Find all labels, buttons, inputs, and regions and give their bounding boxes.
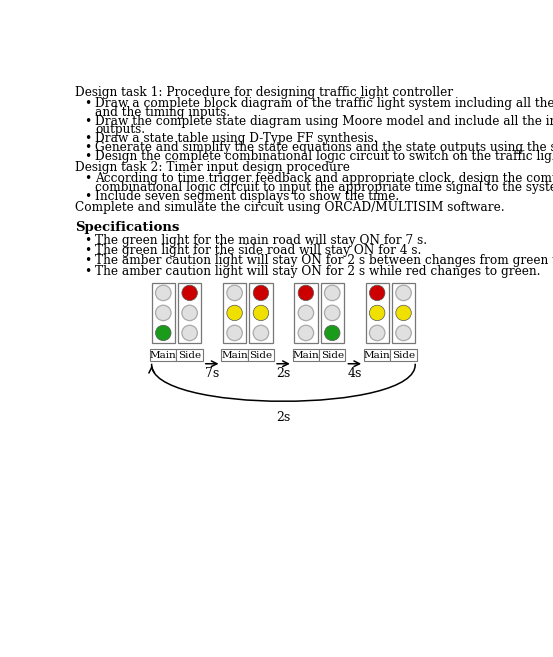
Bar [294,283,317,343]
Circle shape [182,325,197,340]
Circle shape [227,306,242,321]
Circle shape [227,285,242,301]
Circle shape [182,285,197,301]
Circle shape [253,325,269,340]
Bar [248,349,274,361]
Text: The amber caution light will stay ON for 2 s while red changes to green.: The amber caution light will stay ON for… [96,265,541,278]
Bar [319,349,346,361]
Bar [223,283,246,343]
Text: Specifications: Specifications [75,221,180,234]
Bar [390,349,417,361]
Circle shape [298,306,314,321]
Text: •: • [85,114,92,127]
Text: outputs.: outputs. [96,124,145,137]
Text: Design task 1: Procedure for designing traffic light controller: Design task 1: Procedure for designing t… [75,86,453,99]
Text: Generate and simplify the state equations and the state outputs using the state : Generate and simplify the state equation… [96,141,553,154]
Text: Side: Side [178,351,201,360]
Text: 4s: 4s [347,367,362,380]
Circle shape [155,285,171,301]
Circle shape [369,306,385,321]
Text: Include seven segment displays to show the time.: Include seven segment displays to show t… [96,190,400,203]
Bar [364,349,390,361]
Text: Side: Side [249,351,273,360]
Text: •: • [85,141,92,154]
Bar [392,283,415,343]
Text: •: • [85,244,92,257]
Text: •: • [85,234,92,246]
Bar [293,349,319,361]
Text: The amber caution light will stay ON for 2 s between changes from green to red.: The amber caution light will stay ON for… [96,254,553,267]
Circle shape [325,306,340,321]
Circle shape [253,306,269,321]
Text: 2s: 2s [276,367,290,380]
Text: combinational logic circuit to input the appropriate time signal to the system.: combinational logic circuit to input the… [96,181,553,194]
Text: •: • [85,265,92,278]
Circle shape [325,285,340,301]
Circle shape [298,285,314,301]
Text: •: • [85,172,92,185]
Text: Side: Side [392,351,415,360]
Circle shape [396,306,411,321]
Text: 7s: 7s [205,367,219,380]
Bar [176,349,203,361]
Text: The green light for the main road will stay ON for 7 s.: The green light for the main road will s… [96,234,427,246]
Text: According to time trigger feedback and appropriate clock, design the complete: According to time trigger feedback and a… [96,172,553,185]
Text: Main: Main [221,351,248,360]
Text: Design the complete combinational logic circuit to switch on the traffic lights.: Design the complete combinational logic … [96,150,553,163]
Bar [178,283,201,343]
Circle shape [298,325,314,340]
Circle shape [155,325,171,340]
Text: The green light for the side road will stay ON for 4 s.: The green light for the side road will s… [96,244,422,257]
Text: 2s: 2s [276,411,290,424]
Bar [321,283,344,343]
Text: Side: Side [321,351,344,360]
Text: •: • [85,132,92,145]
Text: Draw the complete state diagram using Moore model and include all the inputs and: Draw the complete state diagram using Mo… [96,114,553,127]
Circle shape [325,325,340,340]
Text: Complete and simulate the circuit using ORCAD/MULTISIM software.: Complete and simulate the circuit using … [75,201,505,214]
Circle shape [369,325,385,340]
Text: Design task 2: Timer input design procedure: Design task 2: Timer input design proced… [75,161,350,174]
Bar [152,283,175,343]
Circle shape [396,285,411,301]
Bar [366,283,389,343]
Circle shape [155,306,171,321]
Text: Main: Main [150,351,176,360]
Text: •: • [85,190,92,203]
Text: •: • [85,150,92,163]
Text: Main: Main [364,351,390,360]
Bar [249,283,273,343]
Circle shape [369,285,385,301]
Text: Draw a state table using D-Type FF synthesis.: Draw a state table using D-Type FF synth… [96,132,378,145]
Bar [150,349,176,361]
Text: and the timing inputs.: and the timing inputs. [96,106,231,119]
Text: Main: Main [293,351,319,360]
Text: •: • [85,97,92,110]
Text: Draw a complete block diagram of the traffic light system including all the ligh: Draw a complete block diagram of the tra… [96,97,553,110]
Circle shape [396,325,411,340]
Circle shape [253,285,269,301]
Circle shape [227,325,242,340]
Text: •: • [85,254,92,267]
Bar [221,349,248,361]
Circle shape [182,306,197,321]
